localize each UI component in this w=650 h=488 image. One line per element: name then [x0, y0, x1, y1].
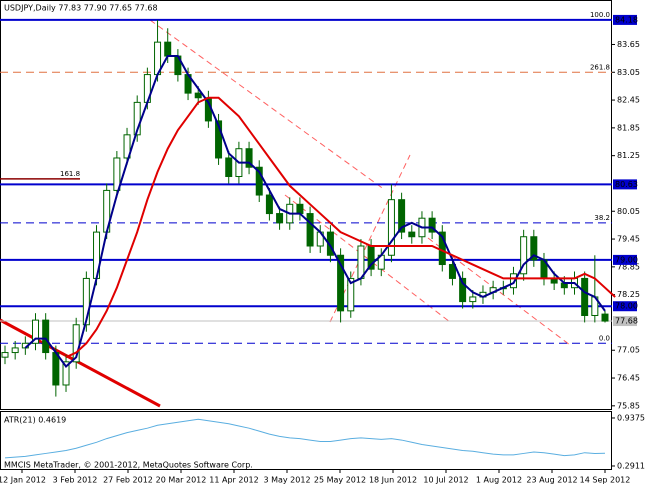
candle-body: [255, 166, 263, 196]
candle-body: [215, 120, 223, 159]
candle-body: [82, 277, 90, 326]
level-tag: [613, 179, 637, 190]
level-label: 80.63: [615, 180, 638, 189]
fib-label: 38.2: [594, 214, 610, 222]
candle-body: [530, 236, 538, 261]
level-tag: [613, 254, 637, 265]
atr-line: [4, 418, 606, 459]
candle-body: [428, 217, 436, 233]
x-tick-label: 3 Feb 2012: [53, 476, 98, 485]
x-tick-label: 20 Mar 2012: [156, 476, 207, 485]
candle-body: [123, 134, 131, 159]
candle-body: [520, 236, 528, 275]
main-panel: [0, 0, 612, 410]
level-tag: [613, 14, 637, 25]
fib-label: 0.0: [599, 334, 610, 342]
atr-tick-label: 0.9375: [617, 413, 645, 422]
fib-label: 261.8: [590, 63, 610, 71]
candle-body: [469, 296, 477, 303]
atr-panel: [0, 411, 612, 470]
candle-body: [408, 231, 416, 238]
candle-body: [347, 277, 355, 312]
candle-body: [581, 277, 589, 316]
y-tick-label: 76.45: [617, 374, 640, 383]
fib-label: 100.0: [590, 11, 610, 19]
candle-body: [296, 203, 304, 215]
candle-body: [11, 347, 19, 354]
candle-body: [265, 194, 273, 215]
candle-body: [357, 245, 365, 279]
x-tick-label: 12 Jan 2012: [0, 476, 46, 485]
candle-body: [225, 157, 233, 178]
moving-average: [24, 55, 606, 368]
atr-label: ATR(21) 0.4619: [4, 416, 66, 425]
level-tag: [613, 301, 637, 312]
x-tick-label: 18 Jun 2012: [369, 476, 417, 485]
x-tick-label: 25 May 2012: [314, 476, 366, 485]
candle-body: [306, 213, 314, 247]
fib-label: 161.8: [60, 170, 80, 178]
candle-body: [398, 199, 406, 233]
x-tick-label: 3 May 2012: [263, 476, 310, 485]
current-price-label: 77.68: [615, 317, 638, 326]
y-tick-label: 78.25: [617, 290, 640, 299]
candle-body: [276, 213, 284, 224]
x-tick-label: 27 Feb 2012: [103, 476, 153, 485]
atr-tick-label: 0.2911: [617, 461, 645, 470]
level-label: 78.00: [615, 302, 638, 311]
candle-body: [337, 254, 345, 312]
candle-body: [245, 148, 253, 168]
candle-body: [52, 352, 60, 386]
candle-body: [601, 313, 609, 322]
candle-body: [1, 352, 9, 358]
candle-body: [113, 157, 121, 191]
y-tick-label: 82.45: [617, 96, 640, 105]
candle-body: [32, 319, 40, 344]
y-tick-label: 83.65: [617, 40, 640, 49]
candle-body: [42, 319, 50, 354]
x-tick-label: 1 Aug 2012: [476, 476, 522, 485]
x-tick-label: 14 Sep 2012: [580, 476, 631, 485]
y-tick-label: 81.25: [617, 151, 640, 160]
candle-body: [133, 101, 141, 136]
trend-line: [0, 318, 161, 408]
chart-title: USDJPY,Daily 77.83 77.90 77.65 77.68: [4, 4, 158, 13]
candle-body: [326, 231, 334, 256]
copyright: MMCIS MetaTrader, © 2001-2012, MetaQuote…: [4, 461, 253, 470]
x-tick-label: 23 Aug 2012: [526, 476, 577, 485]
y-tick-label: 80.05: [617, 207, 640, 216]
y-tick-label: 78.85: [617, 262, 640, 271]
candle-body: [194, 92, 202, 99]
x-tick-label: 10 Jul 2012: [423, 476, 468, 485]
current-price-tag: [613, 316, 637, 327]
x-tick-label: 11 Apr 2012: [209, 476, 258, 485]
level-label: 84.18: [615, 15, 638, 24]
candle-body: [509, 273, 517, 289]
y-tick-label: 75.85: [617, 401, 640, 410]
y-tick-label: 81.85: [617, 123, 640, 132]
trend-line: [149, 19, 386, 191]
candle-body: [387, 199, 395, 256]
candle-body: [448, 264, 456, 279]
candle-body: [62, 361, 70, 386]
candle-body: [164, 41, 172, 57]
y-tick-label: 77.05: [617, 346, 640, 355]
candle-body: [459, 277, 467, 303]
y-tick-label: 79.45: [617, 235, 640, 244]
level-label: 79.00: [615, 255, 638, 264]
y-tick-label: 83.05: [617, 68, 640, 77]
moving-average: [65, 96, 616, 359]
